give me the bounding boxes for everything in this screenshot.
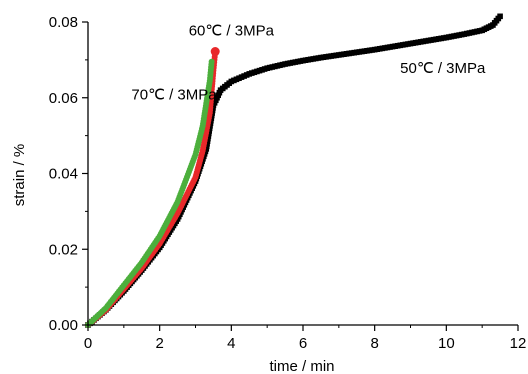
annotations: 60℃ / 3MPa 70℃ / 3MPa 50℃ / 3MPa [131,22,486,103]
plot-area [85,13,503,328]
data-point [210,47,220,57]
ticks: 0 2 4 6 8 10 12 0.00 0.02 0.04 0.06 0.08 [49,14,527,352]
series-annotation: 50℃ / 3MPa [400,60,486,77]
series-annotation: 70℃ / 3MPa [131,87,217,104]
y-tick-label: 0.00 [49,317,78,334]
x-tick-label: 10 [438,335,455,352]
data-point [497,13,503,20]
x-tick-label: 6 [299,335,307,352]
x-tick-label: 8 [370,335,378,352]
series-annotation: 60℃ / 3MPa [189,22,275,39]
y-tick-label: 0.06 [49,90,78,107]
x-tick-label: 12 [510,335,527,352]
y-tick-label: 0.02 [49,241,78,258]
y-tick-label: 0.04 [49,166,78,183]
x-tick-label: 2 [155,335,163,352]
y-axis-title: strain / % [11,144,28,207]
x-tick-label: 4 [227,335,235,352]
y-tick-label: 0.08 [49,14,78,31]
data-point [208,58,215,65]
x-axis-title: time / min [269,358,334,374]
series-3 [85,58,215,328]
x-tick-label: 0 [84,335,92,352]
